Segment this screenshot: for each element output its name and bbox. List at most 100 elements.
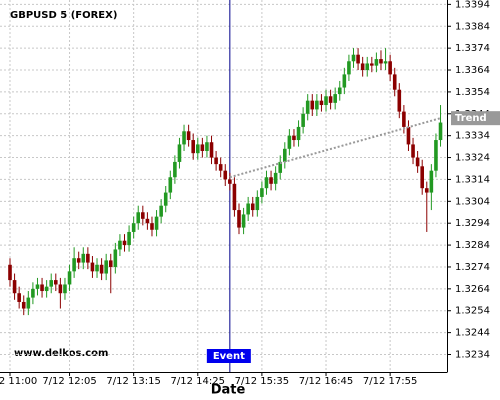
candle-body	[40, 284, 44, 292]
candle-body	[347, 61, 351, 75]
candle-body	[429, 170, 434, 193]
candle-body	[278, 161, 283, 173]
y-tick-label: 1.3294	[455, 218, 490, 229]
candle-body	[205, 142, 209, 151]
candle-body	[392, 74, 397, 90]
candle-body	[383, 61, 388, 64]
candle-body	[200, 144, 205, 151]
y-tick-label: 1.3284	[455, 240, 490, 251]
candle-body	[12, 280, 17, 294]
y-tick-label: 1.3374	[455, 43, 490, 54]
candle-body	[324, 96, 328, 106]
candle-body	[246, 203, 250, 215]
candle-body	[434, 140, 438, 171]
candle-body	[21, 301, 26, 309]
candle-body	[150, 223, 154, 230]
candle-body	[232, 183, 237, 211]
candle-body	[136, 212, 141, 224]
candle-body	[95, 264, 99, 272]
chart-title: GBPUSD 5 (FOREX)	[10, 10, 117, 21]
candle-body	[186, 131, 191, 141]
candle-body	[131, 223, 136, 232]
candle-body	[63, 284, 67, 294]
candle-body	[35, 284, 40, 289]
candle-body	[260, 188, 264, 197]
candle-body	[342, 74, 347, 88]
candle-body	[301, 113, 305, 127]
y-tick-label: 1.3384	[455, 21, 490, 32]
x-tick-label: 7/12 12:05	[42, 376, 96, 387]
candle-body	[273, 172, 278, 184]
candle-body	[81, 253, 86, 263]
candle-body	[127, 231, 131, 246]
candle-body	[145, 218, 150, 224]
candle-body	[292, 135, 296, 141]
candle-body	[191, 140, 195, 154]
x-tick-label: 7/12 17:55	[363, 376, 417, 387]
candle-body	[182, 131, 186, 145]
y-tick-label: 1.3274	[455, 262, 490, 273]
candle-body	[67, 271, 72, 285]
x-tick-label: 7/12 14:25	[171, 376, 225, 387]
y-tick-label: 1.3364	[455, 65, 490, 76]
candle-body	[58, 284, 63, 294]
candle-body	[31, 288, 35, 298]
candle-body	[163, 192, 168, 206]
trend-line	[229, 117, 441, 179]
candle-body	[388, 61, 392, 75]
candle-body	[328, 96, 333, 103]
candle-body	[237, 210, 241, 228]
x-tick-label: 7/12 15:35	[235, 376, 289, 387]
candle-body	[397, 89, 402, 112]
candle-body	[296, 126, 301, 141]
candle-body	[420, 166, 424, 189]
y-tick-label: 1.3304	[455, 196, 490, 207]
candle-body	[370, 63, 374, 66]
candle-body	[337, 87, 342, 95]
candle-body	[269, 177, 273, 184]
candle-body	[365, 63, 370, 71]
candle-body	[90, 262, 95, 272]
candle-body	[118, 240, 122, 250]
candle-body	[141, 212, 145, 219]
candle-body	[168, 177, 173, 193]
trend-label: Trend	[455, 113, 487, 124]
candle-body	[283, 148, 287, 162]
candle-body	[122, 240, 127, 246]
candle-body	[86, 253, 90, 263]
candle-body	[54, 280, 58, 285]
event-label-box	[206, 349, 251, 363]
candle-body	[17, 293, 21, 302]
y-tick-label: 1.3264	[455, 284, 490, 295]
x-tick-label: 7/12 11:00	[0, 376, 37, 387]
candle-body	[44, 286, 49, 292]
candle-body	[241, 214, 246, 228]
candle-body	[333, 94, 337, 103]
candle-body	[310, 100, 315, 110]
candle-body	[374, 59, 379, 66]
candle-body	[159, 205, 163, 217]
candle-body	[76, 258, 81, 263]
candle-body	[218, 164, 223, 171]
candle-body	[424, 188, 429, 193]
candle-body	[356, 54, 360, 64]
candle-body	[406, 126, 411, 145]
candle-body	[315, 100, 319, 110]
candle-body	[415, 157, 420, 167]
candle-body	[209, 142, 214, 158]
candle-body	[250, 203, 255, 211]
candle-body	[360, 63, 365, 71]
candle-body	[49, 280, 54, 287]
y-tick-label: 1.3244	[455, 328, 490, 339]
candle-body	[438, 122, 443, 141]
y-tick-label: 1.3324	[455, 153, 490, 164]
watermark: www.delkos.com	[14, 348, 108, 359]
candle-body	[402, 111, 406, 127]
y-tick-label: 1.3394	[455, 0, 490, 10]
x-axis-title: Date	[211, 383, 246, 398]
candle-body	[264, 177, 269, 189]
y-tick-label: 1.3254	[455, 306, 490, 317]
